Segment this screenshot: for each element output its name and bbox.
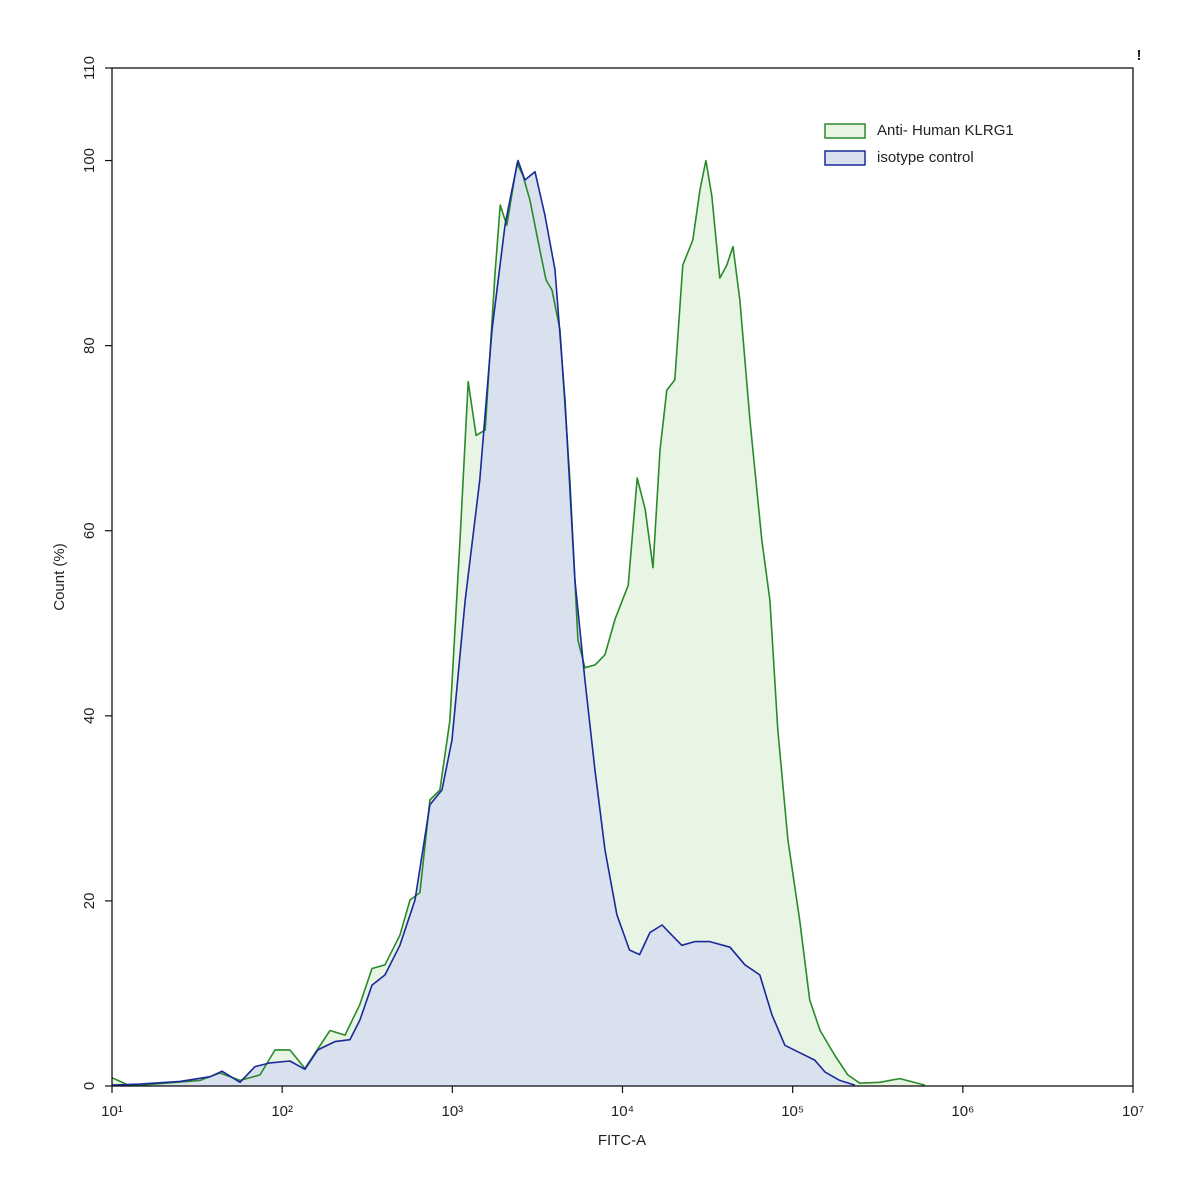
x-tick-label: 10⁴ [611, 1103, 634, 1120]
y-tick-label: 100 [81, 148, 98, 173]
y-tick-label: 60 [81, 522, 98, 539]
x-tick-label: 10³ [441, 1103, 463, 1120]
histogram-line [111, 159, 856, 1086]
legend-label: isotype control [877, 149, 974, 166]
annotation: ! [1137, 47, 1142, 64]
x-tick-label: 10⁷ [1122, 1103, 1144, 1120]
histogram-area [112, 160, 855, 1086]
y-axis-label: Count (%) [51, 543, 68, 611]
legend-swatch [824, 150, 866, 166]
x-axis-label: FITC-A [598, 1132, 646, 1149]
y-tick-label: 80 [81, 337, 98, 354]
x-tick-label: 10⁶ [951, 1103, 974, 1120]
plot-area [111, 159, 926, 1087]
x-tick-label: 10² [271, 1103, 293, 1120]
x-tick-label: 10¹ [101, 1103, 123, 1120]
y-tick-label: 40 [81, 707, 98, 724]
legend-label: Anti- Human KLRG1 [877, 122, 1014, 139]
legend-swatch [824, 123, 866, 139]
y-tick-label: 0 [81, 1082, 98, 1090]
y-tick-label: 20 [81, 893, 98, 910]
x-tick-label: 10⁵ [781, 1103, 804, 1120]
y-tick-label: 110 [81, 56, 98, 80]
